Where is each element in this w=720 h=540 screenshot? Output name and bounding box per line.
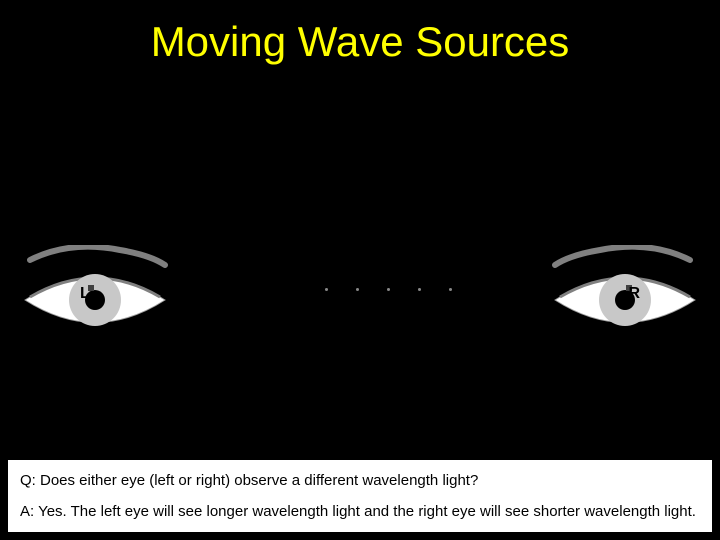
- slide-title: Moving Wave Sources: [0, 18, 720, 66]
- left-eye-label: L: [80, 285, 90, 303]
- left-eye-svg: [20, 245, 170, 355]
- dot: [387, 288, 390, 291]
- left-eye: L: [20, 245, 170, 335]
- dot: [325, 288, 328, 291]
- qa-box: Q: Does either eye (left or right) obser…: [8, 460, 712, 532]
- wave-source-dots: [325, 288, 452, 291]
- dot: [449, 288, 452, 291]
- right-eye-label: R: [628, 285, 640, 303]
- dot: [418, 288, 421, 291]
- right-eye-svg: [550, 245, 700, 355]
- question-text: Q: Does either eye (left or right) obser…: [20, 470, 700, 491]
- right-eye: R: [550, 245, 700, 335]
- dot: [356, 288, 359, 291]
- answer-text: A: Yes. The left eye will see longer wav…: [20, 501, 700, 522]
